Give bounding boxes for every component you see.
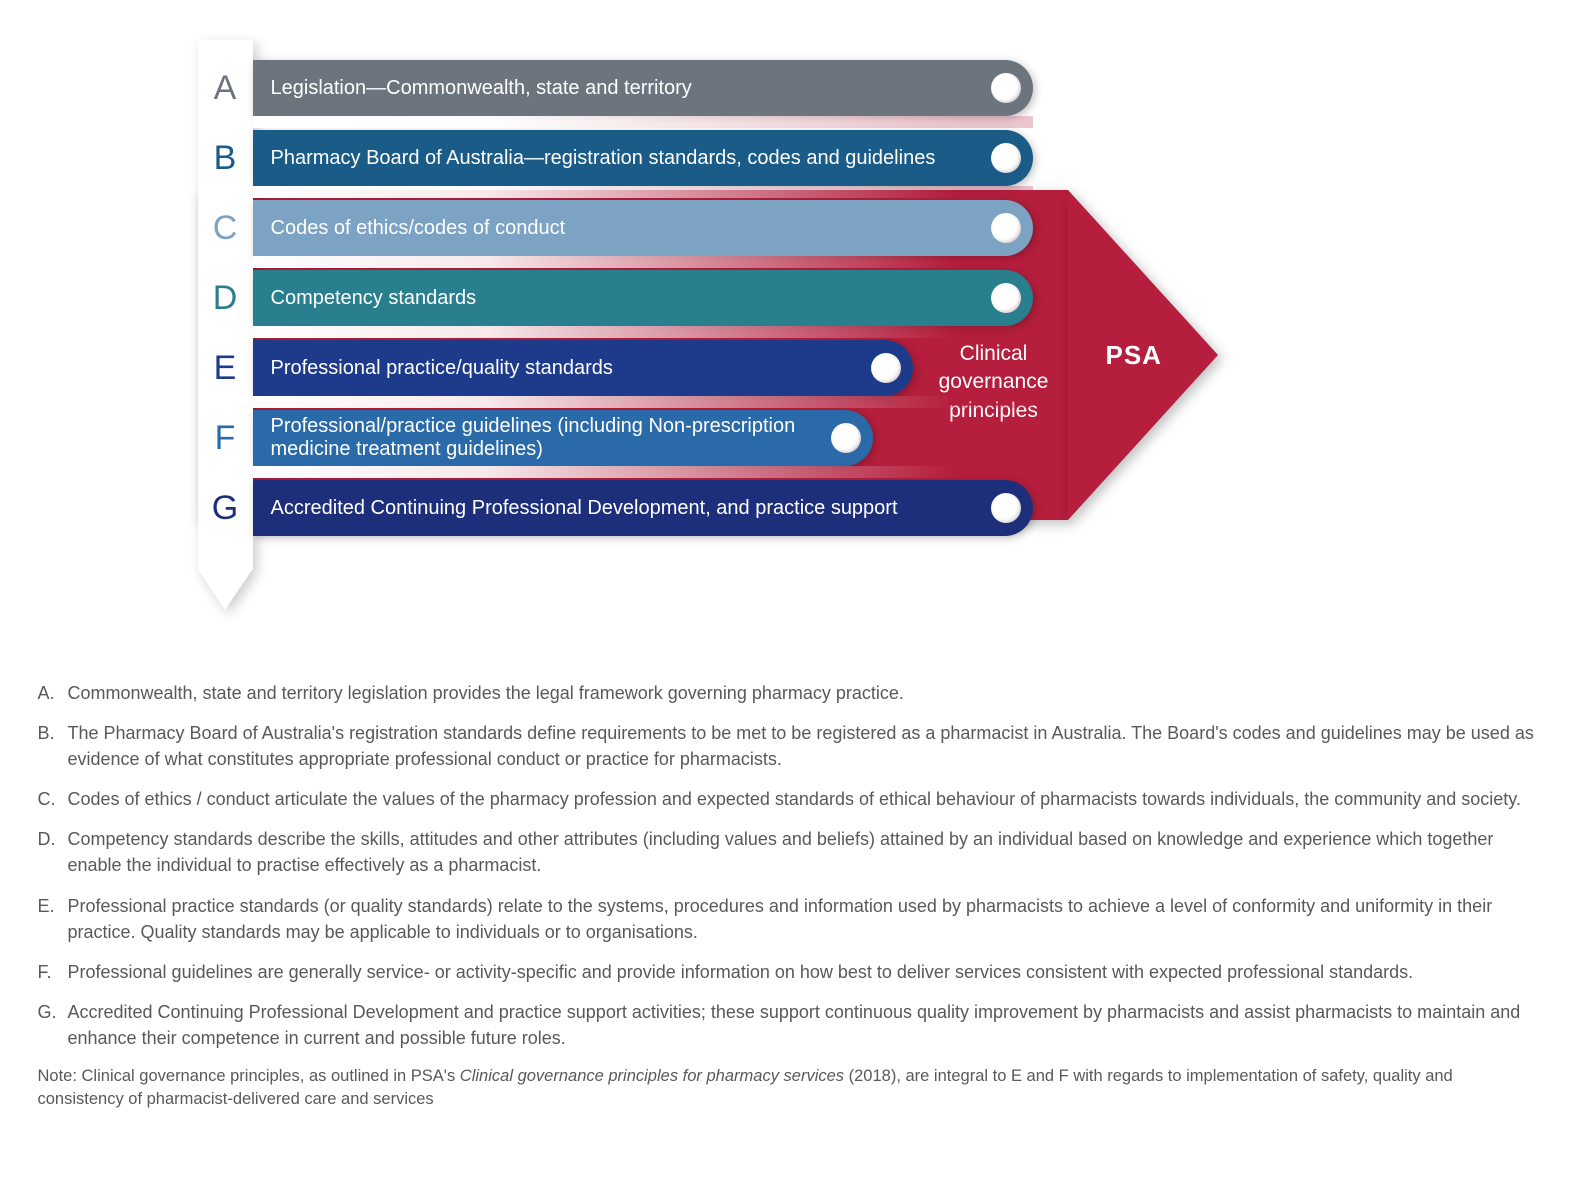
bar-label: Competency standards: [271, 287, 477, 310]
bar-dot-icon: [991, 143, 1021, 173]
description-item: D.Competency standards describe the skil…: [38, 826, 1538, 878]
bar-spacer: [253, 396, 1033, 408]
bar-row-a: A Legislation—Commonwealth, state and ter…: [198, 60, 1033, 116]
bar-label: Legislation—Commonwealth, state and terr…: [271, 77, 692, 100]
clinical-governance-label: Clinical governance principles: [904, 340, 1084, 425]
bar-dot-icon: [991, 73, 1021, 103]
bar-dot-icon: [991, 283, 1021, 313]
description-item: E.Professional practice standards (or qu…: [38, 893, 1538, 945]
bar-dot-icon: [991, 213, 1021, 243]
bar-dot-icon: [991, 493, 1021, 523]
bar-spacer: [253, 326, 1033, 338]
bar-pill: Professional/practice guidelines (includ…: [253, 410, 873, 466]
description-item: G.Accredited Continuing Professional Dev…: [38, 999, 1538, 1051]
bar-pill: Competency standards: [253, 270, 1033, 326]
bar-pill: Accredited Continuing Professional Devel…: [253, 480, 1033, 536]
description-item: C.Codes of ethics / conduct articulate t…: [38, 786, 1538, 812]
bar-dot-icon: [871, 353, 901, 383]
bar-spacer: [253, 186, 1033, 198]
bar-letter: A: [198, 69, 253, 108]
bar-label: Codes of ethics/codes of conduct: [271, 217, 566, 240]
description-text: Professional practice standards (or qual…: [68, 893, 1538, 945]
description-item: A.Commonwealth, state and territory legi…: [38, 680, 1538, 706]
bar-label: Professional practice/quality standards: [271, 357, 613, 380]
bar-label: Pharmacy Board of Australia—registration…: [271, 147, 936, 170]
descriptions-list: A.Commonwealth, state and territory legi…: [38, 680, 1538, 1111]
description-letter: C.: [38, 786, 68, 812]
footnote-prefix: Note: Clinical governance principles, as…: [38, 1067, 460, 1085]
description-letter: B.: [38, 720, 68, 772]
description-letter: E.: [38, 893, 68, 945]
description-item: B.The Pharmacy Board of Australia's regi…: [38, 720, 1538, 772]
description-text: The Pharmacy Board of Australia's regist…: [68, 720, 1538, 772]
bar-dot-icon: [831, 423, 861, 453]
bar-letter: C: [198, 209, 253, 248]
bar-label: Accredited Continuing Professional Devel…: [271, 497, 898, 520]
bar-spacer: [253, 256, 1033, 268]
footnote: Note: Clinical governance principles, as…: [38, 1065, 1538, 1111]
bar-letter: G: [198, 489, 253, 528]
description-text: Accredited Continuing Professional Devel…: [68, 999, 1538, 1051]
bar-row-d: D Competency standards: [198, 270, 1033, 326]
bar-row-f: F Professional/practice guidelines (inclu…: [198, 410, 873, 466]
bar-spacer: [253, 116, 1033, 128]
description-text: Competency standards describe the skills…: [68, 826, 1538, 878]
bar-pill: Legislation—Commonwealth, state and terr…: [253, 60, 1033, 116]
bar-row-e: E Professional practice/quality standards: [198, 340, 913, 396]
footnote-italic: Clinical governance principles for pharm…: [460, 1067, 844, 1085]
bar-letter: F: [198, 419, 253, 458]
bar-row-g: G Accredited Continuing Professional Deve…: [198, 480, 1033, 536]
description-letter: A.: [38, 680, 68, 706]
bar-pill: Codes of ethics/codes of conduct: [253, 200, 1033, 256]
bar-row-c: C Codes of ethics/codes of conduct: [198, 200, 1033, 256]
bar-letter: E: [198, 349, 253, 388]
bar-row-b: B Pharmacy Board of Australia—registratio…: [198, 130, 1033, 186]
description-letter: F.: [38, 959, 68, 985]
bar-pill: Professional practice/quality standards: [253, 340, 913, 396]
bar-letter: B: [198, 139, 253, 178]
bar-label: Professional/practice guidelines (includ…: [271, 415, 813, 461]
psa-label: PSA: [1106, 340, 1162, 371]
description-letter: G.: [38, 999, 68, 1051]
framework-diagram: PSA Clinical governance principles A Legi…: [198, 40, 1378, 620]
description-text: Commonwealth, state and territory legisl…: [68, 680, 904, 706]
description-text: Codes of ethics / conduct articulate the…: [68, 786, 1521, 812]
bar-spacer: [253, 466, 1033, 478]
description-text: Professional guidelines are generally se…: [68, 959, 1414, 985]
bar-pill: Pharmacy Board of Australia—registration…: [253, 130, 1033, 186]
description-item: F.Professional guidelines are generally …: [38, 959, 1538, 985]
description-letter: D.: [38, 826, 68, 878]
bar-letter: D: [198, 279, 253, 318]
